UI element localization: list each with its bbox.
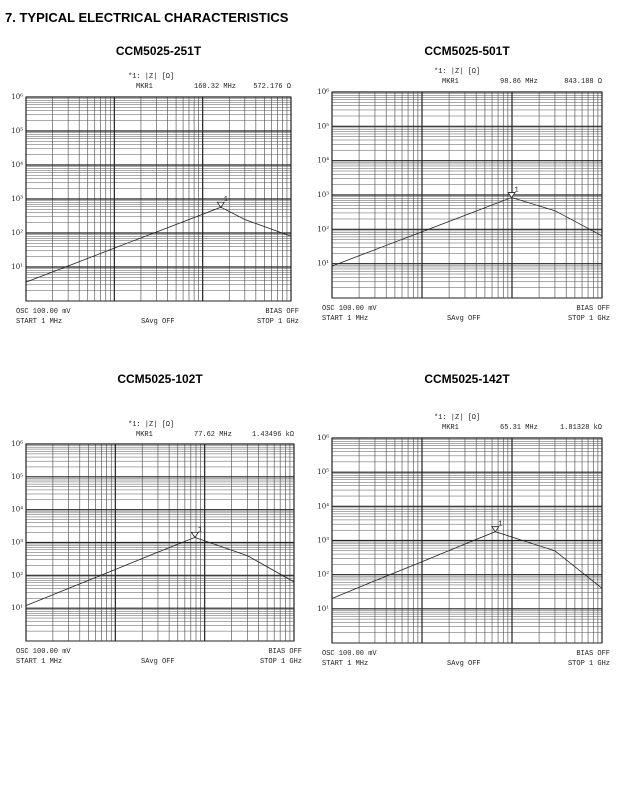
marker-tag: 1 [515,187,519,195]
marker [491,526,500,533]
y-tick-label: 10³ [317,191,329,199]
y-tick-label: 10⁵ [317,122,329,130]
marker-name: MKR1 [442,424,459,432]
y-tick-label: 10⁶ [11,93,23,101]
y-tick-label: 10¹ [317,260,329,268]
impedance-curve [331,197,603,267]
bias-label: BIAS OFF [576,650,610,658]
y-tick-label: 10⁴ [317,502,329,510]
y-tick-label: 10⁶ [317,88,329,96]
trace-label: *1: |Z| [Ω] [434,68,480,76]
y-tick-label: 10⁴ [317,157,329,165]
impedance-curve [25,536,295,606]
y-tick-label: 10⁵ [11,473,23,481]
y-tick-label: 10⁵ [317,468,329,476]
bias-label: BIAS OFF [265,308,299,316]
marker-x-label: 77.62 MHz [194,431,232,439]
marker-x-label: 160.32 MHz [194,83,236,91]
y-tick-label: 10³ [11,195,23,203]
trace-label: *1: |Z| [Ω] [434,414,480,422]
page-title: 7. TYPICAL ELECTRICAL CHARACTERISTICS [5,10,289,25]
start-label: START 1 MHz [322,660,368,668]
y-tick-label: 10³ [317,537,329,545]
osc-label: OSC 100.00 mV [16,308,71,316]
savg-label: SAvg OFF [141,658,175,666]
bias-label: BIAS OFF [576,305,610,313]
stop-label: STOP 1 GHz [260,658,302,666]
chart-title: CCM5025-251T [116,44,202,58]
y-tick-label: 10² [317,225,329,233]
y-tick-label: 10² [317,571,329,579]
marker-y-label: 1.43496 kΩ [252,431,294,439]
y-tick-label: 10¹ [11,604,23,612]
osc-label: OSC 100.00 mV [16,648,71,656]
chart-title: CCM5025-142T [424,372,510,386]
start-label: START 1 MHz [322,315,368,323]
start-label: START 1 MHz [16,658,62,666]
stop-label: STOP 1 GHz [568,315,610,323]
y-tick-label: 10² [11,571,23,579]
y-tick-label: 10⁶ [11,440,23,448]
savg-label: SAvg OFF [447,315,481,323]
y-tick-label: 10¹ [11,263,23,271]
marker-y-label: 572.176 Ω [253,83,291,91]
bias-label: BIAS OFF [268,648,302,656]
marker-x-label: 65.31 MHz [500,424,538,432]
y-tick-label: 10² [11,229,23,237]
marker-y-label: 1.81328 kΩ [560,424,602,432]
osc-label: OSC 100.00 mV [322,650,377,658]
y-tick-label: 10⁶ [317,434,329,442]
impedance-curve [25,206,292,283]
marker-y-label: 843.188 Ω [564,78,602,86]
marker-x-label: 98.86 MHz [500,78,538,86]
osc-label: OSC 100.00 mV [322,305,377,313]
trace-label: *1: |Z| [Ω] [128,73,174,81]
chart-title: CCM5025-501T [424,44,510,58]
chart-title: CCM5025-102T [117,372,203,386]
marker-tag: 1 [198,526,202,534]
stop-label: STOP 1 GHz [568,660,610,668]
savg-label: SAvg OFF [447,660,481,668]
y-tick-label: 10³ [11,539,23,547]
y-tick-label: 10⁴ [11,506,23,514]
y-tick-label: 10¹ [317,605,329,613]
start-label: START 1 MHz [16,318,62,326]
marker-tag: 1 [224,196,228,204]
marker [507,192,516,199]
stop-label: STOP 1 GHz [257,318,299,326]
marker [190,531,200,539]
savg-label: SAvg OFF [141,318,175,326]
marker-tag: 1 [498,521,502,529]
marker-name: MKR1 [136,83,153,91]
marker [216,201,226,208]
trace-label: *1: |Z| [Ω] [128,421,174,429]
marker-name: MKR1 [136,431,153,439]
marker-name: MKR1 [442,78,459,86]
impedance-curve [331,531,603,599]
y-tick-label: 10⁴ [11,161,23,169]
y-tick-label: 10⁵ [11,127,23,135]
